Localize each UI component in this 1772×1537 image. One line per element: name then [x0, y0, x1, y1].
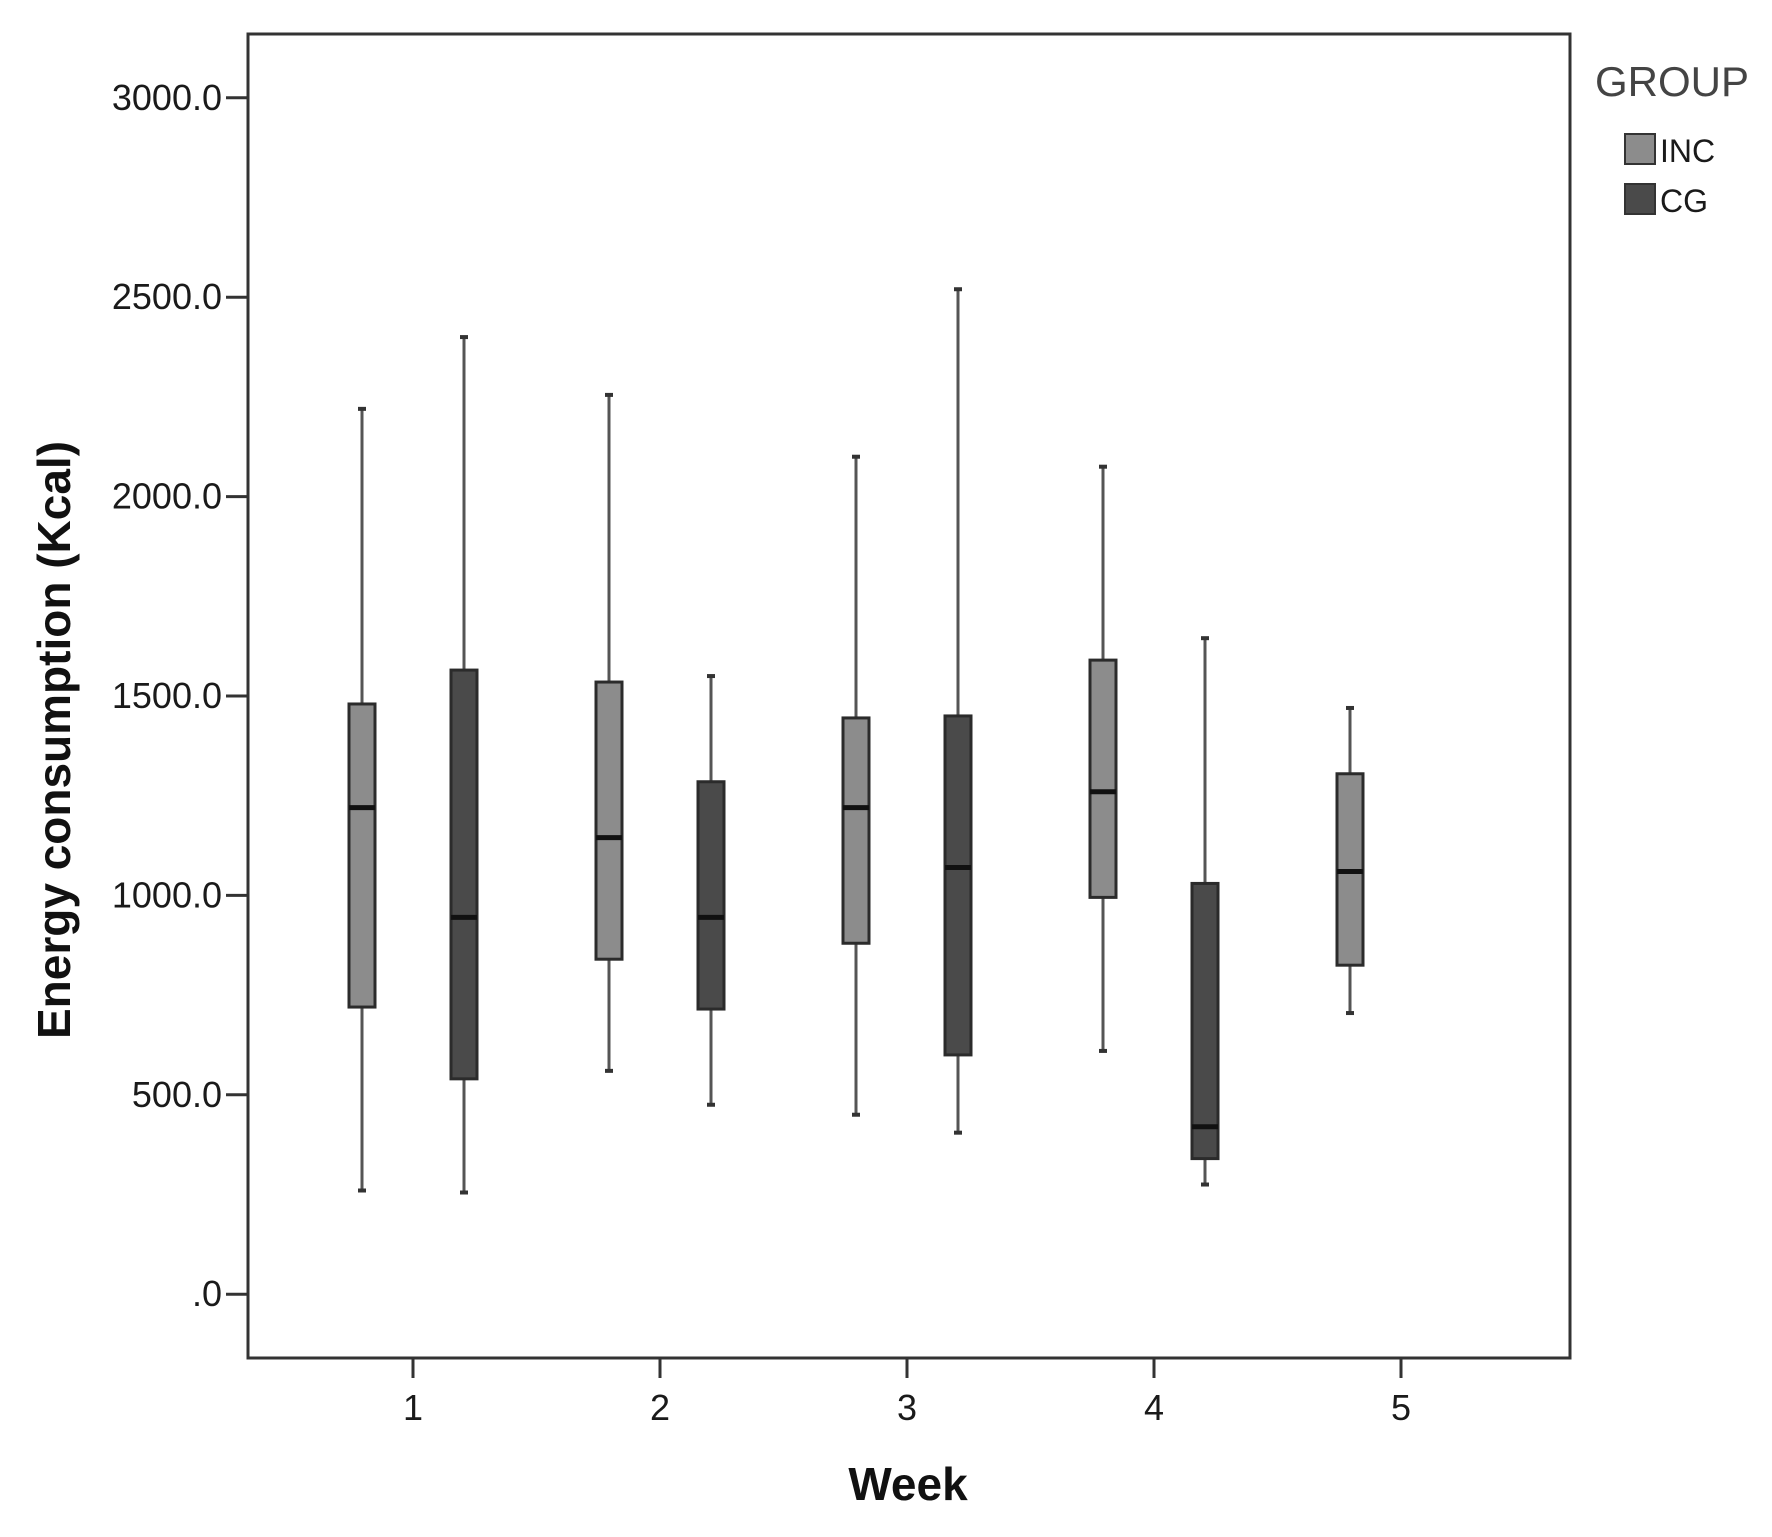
y-tick-label: 1500.0 — [112, 675, 222, 716]
legend-label-cg: CG — [1660, 183, 1708, 219]
legend-label-inc: INC — [1660, 133, 1715, 169]
box-iqr — [594, 680, 624, 961]
box-inc-week-4 — [1088, 464, 1118, 1053]
box-inc-week-3 — [841, 454, 871, 1117]
box-iqr — [449, 668, 479, 1081]
y-tick-label: 3000.0 — [112, 77, 222, 118]
x-tick-label: 4 — [1144, 1387, 1164, 1428]
legend-title: GROUP — [1595, 58, 1749, 105]
x-axis: 1 2 3 4 5 — [403, 1358, 1411, 1428]
box-iqr — [696, 780, 726, 1011]
x-tick-label: 3 — [897, 1387, 917, 1428]
y-tick-label: .0 — [192, 1273, 222, 1314]
legend-swatch-cg — [1624, 183, 1656, 215]
legend-swatch-inc — [1624, 133, 1656, 165]
box-inc-week-5 — [1335, 705, 1365, 1016]
box-cg-week-1 — [449, 335, 479, 1195]
plot-area-frame — [246, 32, 1572, 1360]
y-axis: .0 500.0 1000.0 1500.0 2000.0 2500.0 3000.0 — [112, 77, 248, 1314]
y-tick-label: 1000.0 — [112, 874, 222, 915]
box-series-layer — [347, 287, 1365, 1195]
box-iqr — [347, 702, 377, 1009]
y-tick-label: 2500.0 — [112, 276, 222, 317]
x-axis-title: Week — [848, 1458, 968, 1510]
legend: GROUP INC CG — [1595, 58, 1749, 219]
box-iqr — [841, 716, 871, 945]
box-cg-week-3 — [943, 287, 973, 1135]
box-cg-week-2 — [696, 674, 726, 1107]
y-axis-title: Energy consumption (Kcal) — [28, 441, 80, 1039]
y-tick-label: 500.0 — [132, 1074, 222, 1115]
x-tick-label: 2 — [650, 1387, 670, 1428]
box-inc-week-2 — [594, 392, 624, 1073]
box-iqr — [943, 714, 973, 1057]
x-tick-label: 5 — [1391, 1387, 1411, 1428]
x-tick-label: 1 — [403, 1387, 423, 1428]
box-inc-week-1 — [347, 406, 377, 1193]
box-cg-week-4 — [1190, 636, 1220, 1187]
box-iqr — [1190, 881, 1220, 1161]
y-tick-label: 2000.0 — [112, 476, 222, 517]
box-iqr — [1088, 658, 1118, 899]
